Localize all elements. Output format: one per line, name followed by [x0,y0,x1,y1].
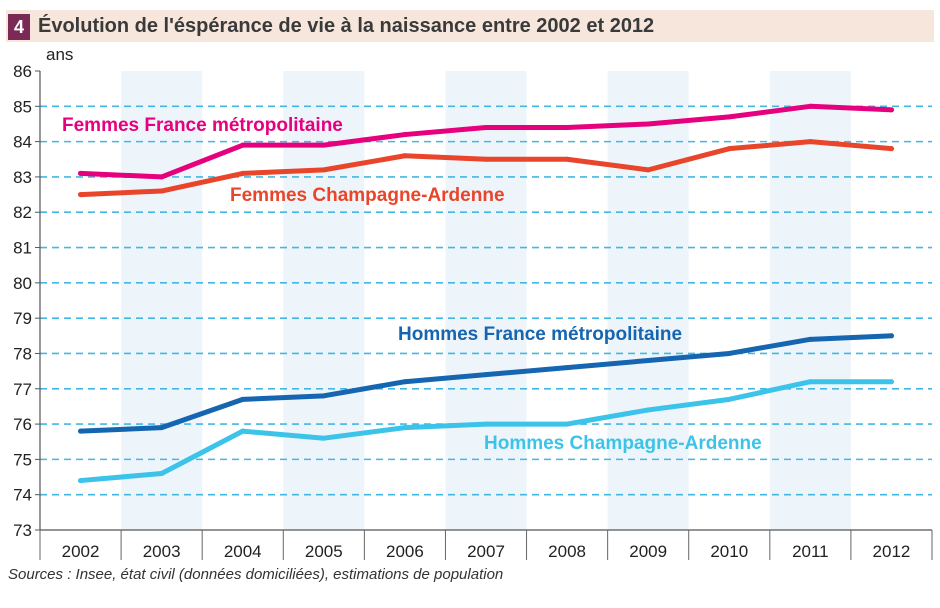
y-tick-label: 74 [13,486,32,505]
x-tick-label: 2006 [386,542,424,561]
column-band [607,71,689,530]
series-label: Hommes France métropolitaine [398,324,682,345]
data-point [807,379,813,385]
data-point [807,103,813,109]
figure-number: 4 [8,14,30,40]
data-point [402,153,408,159]
data-point [78,428,84,434]
y-tick-label: 81 [13,239,32,258]
data-point [78,478,84,484]
x-tick-label: 2012 [873,542,911,561]
data-point [726,146,732,152]
x-tick-label: 2008 [548,542,586,561]
data-point [564,421,570,427]
data-point [483,421,489,427]
chart-title: Évolution de l'éspérance de vie à la nai… [38,15,655,37]
data-point [159,174,165,180]
data-point [888,107,894,113]
y-tick-label: 79 [13,309,32,328]
y-tick-label: 78 [13,344,32,363]
data-point [564,365,570,371]
data-point [321,167,327,173]
source-note: Sources : Insee, état civil (données dom… [8,566,504,583]
data-point [726,396,732,402]
x-tick-label: 2011 [792,542,829,561]
column-band [121,71,203,530]
data-point [564,124,570,130]
y-tick-label: 77 [13,380,32,399]
data-point [159,471,165,477]
data-point [240,170,246,176]
y-tick-label: 80 [13,274,32,293]
data-point [888,379,894,385]
series-label: Femmes Champagne-Ardenne [230,185,505,206]
data-point [888,333,894,339]
x-tick-label: 2010 [710,542,748,561]
y-axis-label: ans [46,45,73,64]
data-point [321,435,327,441]
data-point [240,396,246,402]
data-point [240,142,246,148]
y-tick-label: 84 [13,133,32,152]
y-tick-label: 83 [13,168,32,187]
data-point [321,142,327,148]
data-point [645,167,651,173]
data-point [483,156,489,162]
x-tick-label: 2004 [224,542,262,561]
data-point [483,372,489,378]
x-tick-label: 2005 [305,542,343,561]
data-point [402,132,408,138]
data-point [321,393,327,399]
data-point [726,350,732,356]
data-point [402,425,408,431]
title-bar [6,10,934,42]
data-point [807,336,813,342]
y-tick-label: 82 [13,203,32,222]
series-label: Femmes France métropolitaine [62,115,343,136]
series-label: Hommes Champagne-Ardenne [484,433,762,454]
data-point [159,425,165,431]
column-band [769,71,851,530]
y-tick-label: 85 [13,97,32,116]
x-tick-label: 2003 [143,542,181,561]
data-point [564,156,570,162]
data-point [645,358,651,364]
data-point [645,407,651,413]
data-point [402,379,408,385]
y-tick-label: 73 [13,521,32,540]
data-point [726,114,732,120]
data-point [888,146,894,152]
y-tick-label: 86 [13,62,32,81]
data-point [78,192,84,198]
y-tick-label: 75 [13,450,32,469]
x-tick-label: 2007 [467,542,505,561]
y-tick-label: 76 [13,415,32,434]
data-point [807,139,813,145]
data-point [645,121,651,127]
data-point [159,188,165,194]
x-tick-label: 2009 [629,542,667,561]
column-band [445,71,527,530]
x-tick-label: 2002 [62,542,100,561]
data-point [78,170,84,176]
data-point [483,124,489,130]
data-point [240,428,246,434]
